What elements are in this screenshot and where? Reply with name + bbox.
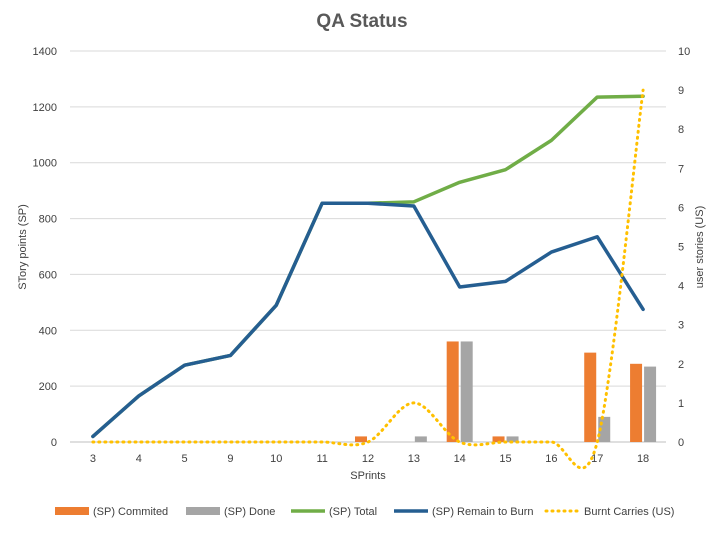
- y2-tick-label: 7: [678, 163, 684, 175]
- chart-title: QA Status: [316, 11, 407, 32]
- legend-swatch: [55, 507, 89, 515]
- x-tick-label: 5: [182, 453, 188, 465]
- legend-label: (SP) Total: [329, 506, 377, 518]
- x-tick-label: 9: [227, 453, 233, 465]
- y-tick-label: 1000: [33, 158, 57, 170]
- legend-label: (SP) Remain to Burn: [432, 506, 533, 518]
- x-tick-label: 14: [454, 453, 466, 465]
- bars: [355, 341, 657, 442]
- right-axis-ticks: 0 1 2 3 4 5 6 7 8 9 10: [678, 46, 690, 449]
- y2-tick-label: 2: [678, 359, 684, 371]
- y2-tick-label: 8: [678, 124, 684, 136]
- y-tick-label: 1200: [33, 102, 57, 114]
- x-tick-label: 3: [90, 453, 96, 465]
- x-tick-label: 17: [591, 453, 603, 465]
- x-tick-label: 4: [136, 453, 142, 465]
- series-line: [91, 88, 645, 470]
- left-axis-ticks: 0 200 400 600 800 1000 1200 1400: [33, 46, 57, 449]
- x-tick-label: 13: [408, 453, 420, 465]
- legend-label: (SP) Commited: [93, 506, 168, 518]
- x-tick-label: 16: [545, 453, 557, 465]
- x-axis-label: SPrints: [350, 470, 386, 482]
- y2-tick-label: 3: [678, 320, 684, 332]
- x-tick-label: 15: [499, 453, 511, 465]
- legend-swatch: [186, 507, 220, 515]
- bar: [584, 352, 597, 442]
- y2-tick-label: 5: [678, 242, 684, 254]
- y2-tick-label: 10: [678, 46, 690, 58]
- series-line: [91, 94, 645, 439]
- legend-label: (SP) Done: [224, 506, 275, 518]
- bar: [414, 436, 427, 442]
- gridlines: [70, 50, 666, 443]
- bar: [644, 366, 657, 442]
- bar: [492, 436, 505, 442]
- bar: [446, 341, 459, 442]
- series-line: [91, 201, 645, 439]
- y-tick-label: 400: [39, 325, 57, 337]
- x-tick-label: 12: [362, 453, 374, 465]
- y-tick-label: 1400: [33, 46, 57, 58]
- y2-tick-label: 1: [678, 398, 684, 410]
- bar: [630, 363, 643, 442]
- y-tick-label: 600: [39, 269, 57, 281]
- x-tick-label: 10: [270, 453, 282, 465]
- bar: [506, 436, 519, 442]
- x-axis-ticks: 3 4 5 9 10 11 12 13 14 15 16 17 18: [90, 453, 649, 465]
- y-tick-label: 0: [51, 437, 57, 449]
- lines: [91, 88, 645, 470]
- y-tick-label: 200: [39, 381, 57, 393]
- y2-tick-label: 6: [678, 202, 684, 214]
- x-tick-label: 11: [316, 453, 327, 465]
- bar: [460, 341, 473, 442]
- y2-tick-label: 4: [678, 281, 684, 293]
- y2-axis-label: user stories (US): [694, 206, 706, 289]
- x-tick-label: 18: [637, 453, 649, 465]
- bar: [355, 436, 367, 442]
- y2-tick-label: 0: [678, 437, 684, 449]
- y-tick-label: 800: [39, 214, 57, 226]
- legend-label: Burnt Carries (US): [584, 506, 674, 518]
- y2-tick-label: 9: [678, 85, 684, 97]
- legend: (SP) Commited (SP) Done (SP) Total (SP) Rem…: [55, 506, 674, 518]
- y-axis-label: STory points (SP): [17, 204, 29, 290]
